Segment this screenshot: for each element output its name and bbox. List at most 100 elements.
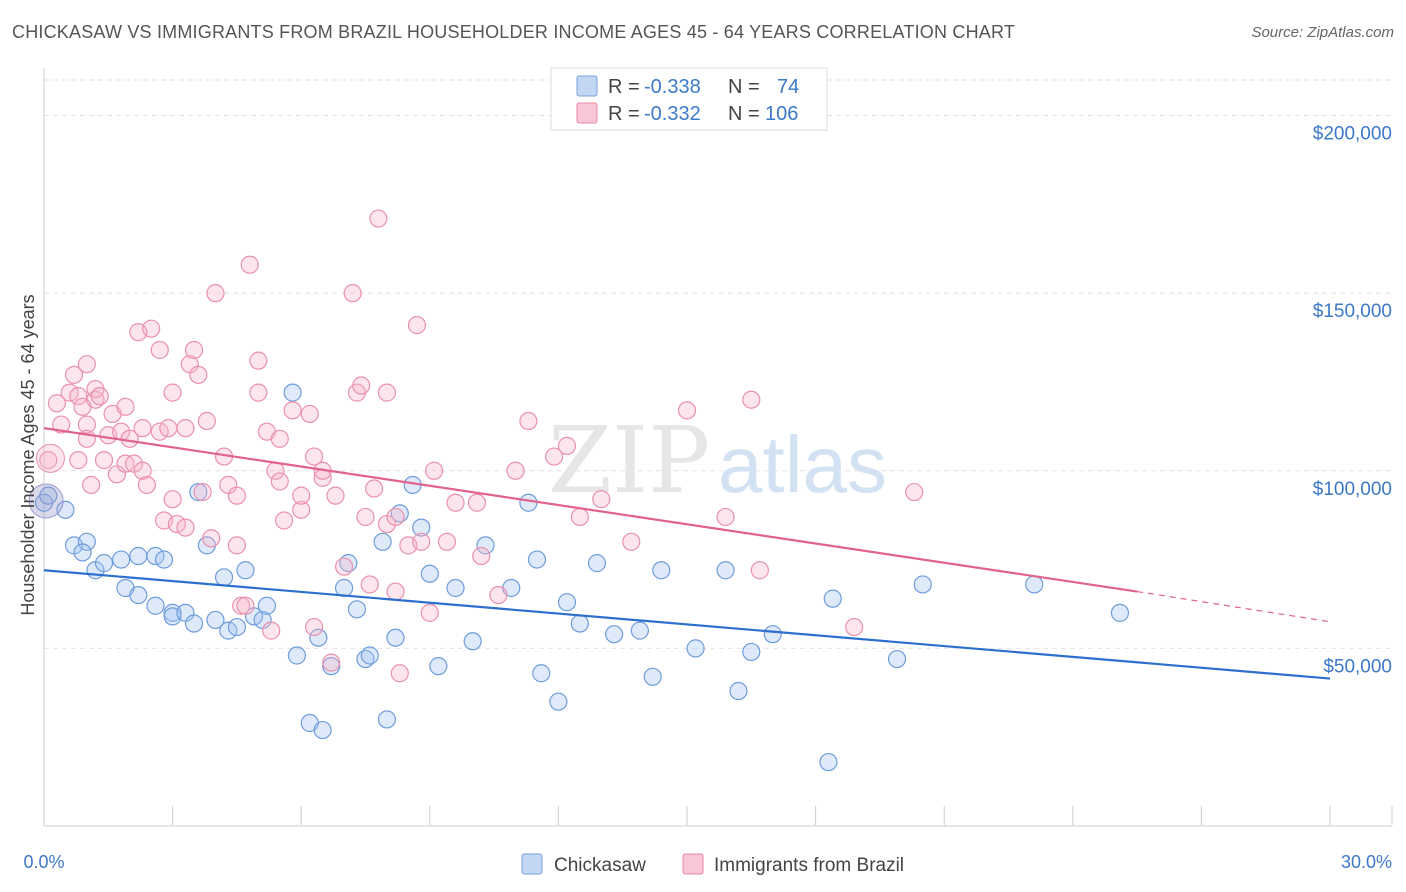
chickasaw-point — [154, 550, 174, 569]
chickasaw-point — [309, 628, 328, 647]
chickasaw-point — [412, 518, 431, 537]
brazil-point — [300, 404, 319, 424]
legend-r-value: -0.338 — [644, 76, 701, 98]
brazil-point — [159, 419, 178, 438]
brazil-point — [334, 557, 354, 576]
chickasaw-point — [1110, 603, 1130, 622]
y-tick-label: $200,000 — [1313, 124, 1392, 145]
brazil-point — [82, 475, 101, 495]
brazil-point — [742, 390, 761, 409]
chickasaw-point — [386, 628, 405, 647]
brazil-point — [236, 596, 255, 615]
watermark: ZIP atlas — [548, 407, 887, 514]
chickasaw-point — [236, 561, 255, 580]
chickasaw-point — [686, 639, 705, 658]
chickasaw-point — [742, 642, 761, 662]
brazil-point — [437, 532, 457, 551]
chickasaw-point — [189, 482, 208, 502]
chickasaw-point — [587, 554, 607, 573]
chickasaw-point — [206, 610, 225, 630]
brazil-point — [52, 415, 71, 434]
legend-swatch-chickasaw — [576, 75, 598, 97]
brazil-point — [227, 536, 246, 555]
brazil-point — [270, 429, 289, 448]
brazil-point — [412, 532, 431, 551]
brazil-point — [163, 490, 182, 509]
brazil-point — [519, 411, 538, 431]
y-tick-label: $100,000 — [1313, 479, 1392, 500]
chickasaw-point — [652, 561, 671, 580]
brazil-point — [905, 482, 924, 502]
chickasaw-point — [313, 720, 332, 740]
brazil-point — [249, 351, 268, 370]
brazil-point — [47, 394, 66, 413]
brazil-point — [386, 507, 405, 527]
brazil-point — [133, 461, 152, 480]
correlation-legend: R = -0.338 N = 74 R = -0.332 N = 106 — [550, 67, 828, 131]
brazil-point — [77, 415, 96, 434]
brazil-point — [202, 529, 221, 548]
bottom-legend-swatch-chickasaw — [521, 853, 543, 875]
brazil-point — [116, 397, 135, 416]
brazil-point — [557, 436, 577, 455]
brazil-point — [77, 355, 96, 374]
chickasaw-point — [716, 561, 735, 580]
brazil-point — [137, 475, 156, 495]
chickasaw-point — [463, 632, 482, 651]
brazil-point — [750, 561, 769, 580]
brazil-point — [343, 284, 362, 303]
brazil-point — [292, 500, 311, 519]
brazil-point — [322, 653, 341, 672]
bottom-legend-brazil: Immigrants from Brazil — [714, 855, 904, 876]
chickasaw-point — [184, 614, 204, 633]
chickasaw-point — [112, 550, 131, 569]
chickasaw-point — [146, 596, 165, 615]
brazil-point — [206, 284, 225, 303]
brazil-point — [592, 490, 611, 509]
chickasaw-point — [257, 596, 277, 615]
brazil-point — [360, 575, 379, 594]
chickasaw-point — [360, 646, 379, 665]
brazil-point — [845, 617, 864, 637]
chickasaw-point — [819, 752, 838, 772]
chickasaw-point — [887, 649, 907, 669]
chickasaw-point — [570, 614, 589, 633]
brazil-point — [240, 255, 259, 274]
source-credit: Source: ZipAtlas.com — [1251, 24, 1394, 41]
chickasaw-point — [77, 532, 96, 551]
axes — [43, 68, 1393, 827]
bottom-legend-swatch-brazil — [682, 853, 704, 875]
brazil-point — [197, 411, 216, 431]
brazil-point — [472, 546, 491, 566]
chickasaw-point — [283, 383, 302, 402]
chart-title: CHICKASAW VS IMMIGRANTS FROM BRAZIL HOUS… — [12, 22, 1016, 42]
chickasaw-point — [549, 692, 568, 711]
brazil-point — [90, 387, 109, 406]
x-tick-label: 30.0% — [1341, 852, 1392, 872]
chickasaw-point — [630, 621, 649, 640]
brazil-point — [274, 511, 294, 530]
brazil-point — [570, 507, 589, 527]
chickasaw-point — [347, 600, 367, 619]
brazil-point — [39, 451, 58, 470]
chickasaw-point — [39, 486, 58, 505]
legend-n-label: N = — [728, 76, 760, 98]
chickasaw-point — [605, 625, 624, 644]
brazil-point — [193, 482, 212, 502]
series-legend: Chickasaw Immigrants from Brazil — [521, 853, 904, 876]
chickasaw-point — [214, 568, 234, 587]
brazil-point — [420, 603, 439, 622]
y-axis-label: Householder Income Ages 45 - 64 years — [18, 294, 38, 615]
bottom-legend-chickasaw: Chickasaw — [554, 855, 646, 876]
brazil-point — [94, 451, 114, 470]
brazil-point — [270, 472, 289, 491]
brazil-point — [677, 401, 697, 420]
brazil-point — [176, 419, 195, 438]
brazil-point — [283, 401, 302, 420]
legend-r-value: -0.332 — [644, 103, 701, 125]
brazil-point — [176, 518, 195, 537]
brazil-point — [133, 419, 152, 438]
chickasaw-point — [377, 710, 397, 729]
brazil-point — [622, 532, 641, 551]
brazil-point — [369, 209, 388, 228]
